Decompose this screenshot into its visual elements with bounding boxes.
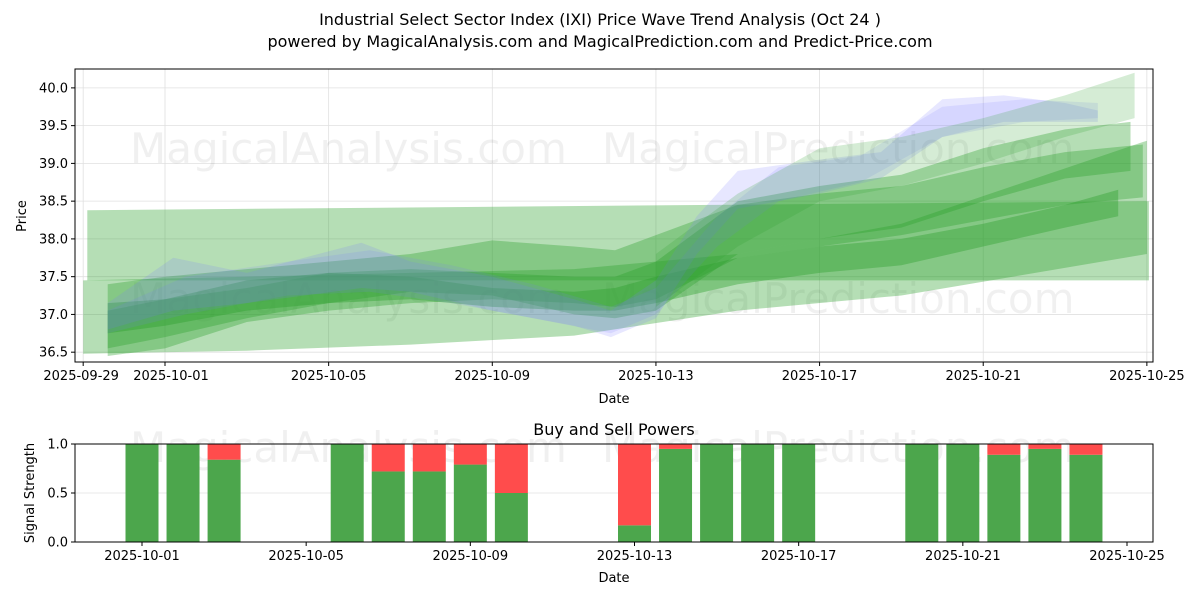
sell-bar [1069,444,1103,455]
price-x-tick-label: 2025-10-01 [133,369,209,384]
signal-x-axis-label: Date [598,571,629,586]
buy-bar [412,471,446,542]
watermark-prediction-top: MagicalPrediction.com [602,124,1075,173]
signal-x-ticks: 2025-10-01 2025-10-05 2025-10-09 2025-10-13… [104,542,1165,564]
sell-bar [494,444,528,493]
price-y-tick-label: 38.5 [39,195,68,210]
sell-bar [453,444,487,465]
watermark-analysis-mid: MagicalAnalysis.com [130,274,567,323]
buy-bar [371,471,405,542]
buy-bar [125,444,159,542]
signal-x-tick-label: 2025-10-13 [597,549,673,564]
buy-bar [782,444,816,542]
price-y-tick-label: 39.5 [39,119,68,134]
signal-chart: Buy and Sell Powers MagicalAnalysis.com … [23,420,1165,586]
price-y-tick-label: 40.0 [39,81,68,96]
price-band-green-upper-fan [655,72,1135,307]
price-x-tick-label: 2025-09-29 [43,369,119,384]
signal-bars [125,444,1103,542]
price-band-wide-band-2 [83,140,1147,354]
buy-bar [494,493,528,542]
chart-title: Industrial Select Sector Index (IXI) Pri… [319,10,881,29]
signal-y-axis-label: Signal Strength [23,443,38,543]
price-y-axis-label: Price [15,200,30,232]
price-y-tick-label: 36.5 [39,346,68,361]
signal-x-tick-label: 2025-10-17 [761,549,837,564]
price-y-tick-label: 37.0 [39,308,68,323]
signal-y-tick-label: 0.5 [47,487,68,502]
price-y-ticks: 36.5 37.0 37.5 38.0 38.5 39.0 39.5 40.0 [39,81,75,361]
price-watermarks: MagicalAnalysis.com MagicalPrediction.co… [130,124,1075,323]
price-grid [75,69,1153,362]
signal-x-tick-label: 2025-10-09 [433,549,509,564]
price-x-tick-label: 2025-10-17 [782,369,858,384]
buy-bar [741,444,775,542]
buy-bar [207,459,241,542]
price-band-green-band-4 [107,121,1131,349]
buy-bar [453,464,487,542]
sell-bar [1028,444,1062,449]
sell-bar [412,444,446,472]
price-chart: MagicalAnalysis.com MagicalPrediction.co… [15,68,1185,407]
watermark-analysis-top: MagicalAnalysis.com [130,124,567,173]
signal-y-tick-label: 0.0 [47,536,68,551]
price-x-ticks: 2025-09-29 2025-10-01 2025-10-05 2025-10-09… [43,362,1185,384]
price-y-tick-label: 37.5 [39,270,68,285]
buy-bar [1069,454,1103,542]
buy-bar [330,444,364,542]
price-band-green-band-5 [107,189,1119,334]
price-band-green-band-3 [107,144,1143,356]
price-band-wide-band-1 [87,201,1149,281]
signal-x-tick-label: 2025-10-21 [925,549,1001,564]
price-x-tick-label: 2025-10-25 [1109,369,1185,384]
price-x-tick-label: 2025-10-09 [455,369,531,384]
buy-bar [987,454,1021,542]
chart-subtitle: powered by MagicalAnalysis.com and Magic… [267,32,933,51]
buy-bar [659,448,693,542]
buy-bar [700,444,734,542]
signal-x-tick-label: 2025-10-01 [104,549,180,564]
buy-bar [946,444,980,542]
sell-bar [659,444,693,449]
price-y-tick-label: 38.0 [39,232,68,247]
buy-bar [905,444,939,542]
price-x-tick-label: 2025-10-05 [291,369,367,384]
buy-bar [166,444,200,542]
price-band-blue-band-2 [107,99,1098,334]
price-bands [83,72,1149,356]
buy-bar [618,525,651,542]
signal-x-tick-label: 2025-10-25 [1089,549,1165,564]
signal-chart-title: Buy and Sell Powers [533,420,695,439]
sell-bar [618,444,651,526]
price-band-blue-band-1 [107,95,1098,338]
signal-y-tick-label: 1.0 [47,438,68,453]
signal-x-tick-label: 2025-10-05 [268,549,344,564]
price-x-axis-label: Date [598,392,629,407]
signal-y-ticks: 0.0 0.5 1.0 [47,438,75,551]
price-x-tick-label: 2025-10-21 [945,369,1021,384]
buy-bar [1028,448,1062,542]
price-x-tick-label: 2025-10-13 [618,369,694,384]
sell-bar [371,444,405,472]
sell-bar [987,444,1021,455]
watermark-prediction-mid: MagicalPrediction.com [602,274,1075,323]
sell-bar [207,444,241,460]
price-y-tick-label: 39.0 [39,157,68,172]
price-axes-frame [74,68,1154,363]
